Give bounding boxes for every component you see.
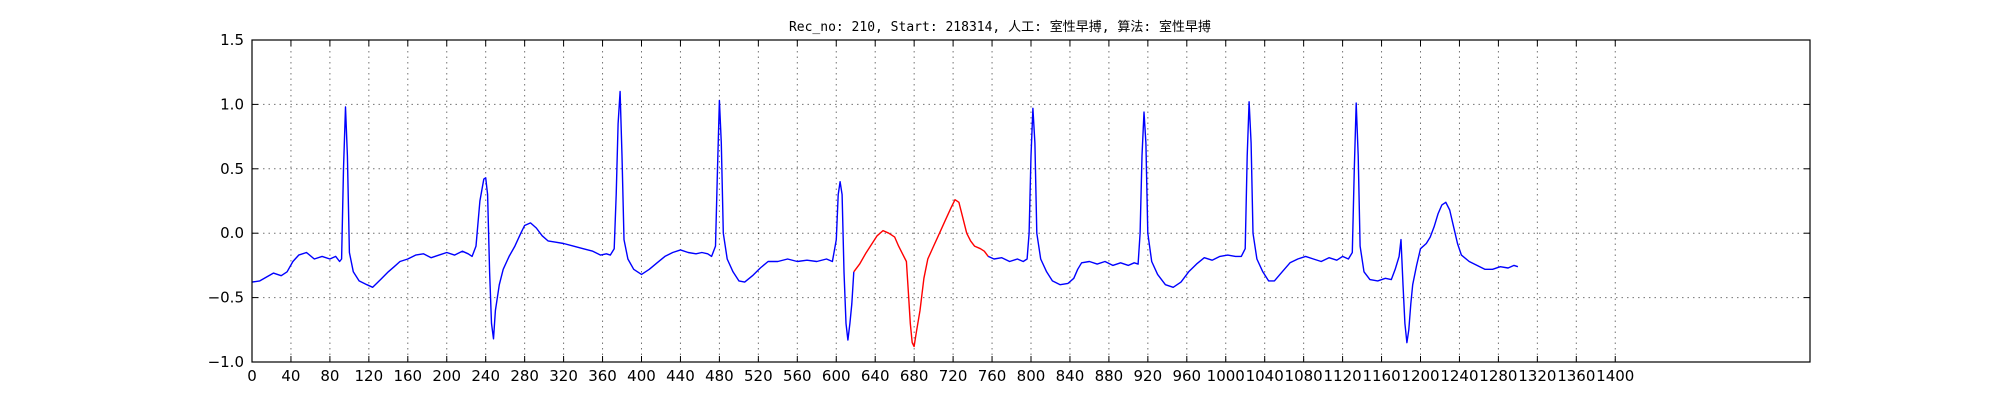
y-tick-label: 0.5 — [220, 160, 244, 178]
y-tick-label: −1.0 — [208, 353, 244, 371]
x-tick-label: 760 — [978, 367, 1007, 385]
x-tick-label: 920 — [1134, 367, 1163, 385]
y-tick-label: 1.5 — [220, 31, 244, 49]
x-tick-label: 600 — [822, 367, 851, 385]
x-tick-label: 960 — [1172, 367, 1201, 385]
x-tick-label: 680 — [900, 367, 929, 385]
x-tick-label: 1080 — [1285, 367, 1323, 385]
series-group — [252, 92, 1518, 347]
x-tick-label: 400 — [627, 367, 656, 385]
x-tick-label: 720 — [939, 367, 968, 385]
x-tick-label: 800 — [1017, 367, 1046, 385]
y-tick-label: 1.0 — [220, 95, 244, 113]
grid-lines — [252, 40, 1810, 362]
x-tick-label: 200 — [432, 367, 461, 385]
chart-title: Rec_no: 210, Start: 218314, 人工: 室性早搏, 算法… — [789, 19, 1211, 35]
series-line-1 — [854, 200, 988, 347]
x-tick-label: 640 — [861, 367, 890, 385]
x-tick-label: 1280 — [1479, 367, 1517, 385]
x-tick-label: 40 — [281, 367, 300, 385]
x-tick-label: 280 — [510, 367, 539, 385]
x-tick-label: 440 — [666, 367, 695, 385]
y-tick-label: 0.0 — [220, 224, 244, 242]
x-tick-label: 1320 — [1518, 367, 1556, 385]
x-tick-label: 240 — [471, 367, 500, 385]
y-axis: −1.0 −0.5 0.0 0.5 1.0 1.5 — [208, 31, 1810, 371]
x-tick-label: 1120 — [1324, 367, 1362, 385]
x-tick-label: 1200 — [1401, 367, 1439, 385]
x-tick-label: 560 — [783, 367, 812, 385]
x-tick-label: 360 — [588, 367, 617, 385]
x-tick-label: 80 — [320, 367, 339, 385]
series-line-0 — [252, 92, 854, 341]
x-tick-label: 1360 — [1557, 367, 1595, 385]
x-tick-label: 1000 — [1207, 367, 1245, 385]
x-axis: 0 40 80 120 160 200 240 280 320 360 400 440 480 520 56… — [247, 40, 1634, 385]
x-tick-label: 1400 — [1596, 367, 1634, 385]
series-line-2 — [988, 102, 1518, 343]
x-tick-label: 1240 — [1440, 367, 1478, 385]
y-tick-label: −0.5 — [208, 289, 244, 307]
x-tick-label: 480 — [705, 367, 734, 385]
x-tick-label: 320 — [549, 367, 578, 385]
x-tick-label: 840 — [1056, 367, 1085, 385]
x-tick-label: 880 — [1095, 367, 1124, 385]
x-tick-label: 120 — [355, 367, 384, 385]
x-tick-label: 160 — [393, 367, 422, 385]
x-tick-label: 520 — [744, 367, 773, 385]
x-tick-label: 1160 — [1362, 367, 1400, 385]
x-tick-label: 0 — [247, 367, 257, 385]
x-tick-label: 1040 — [1246, 367, 1284, 385]
